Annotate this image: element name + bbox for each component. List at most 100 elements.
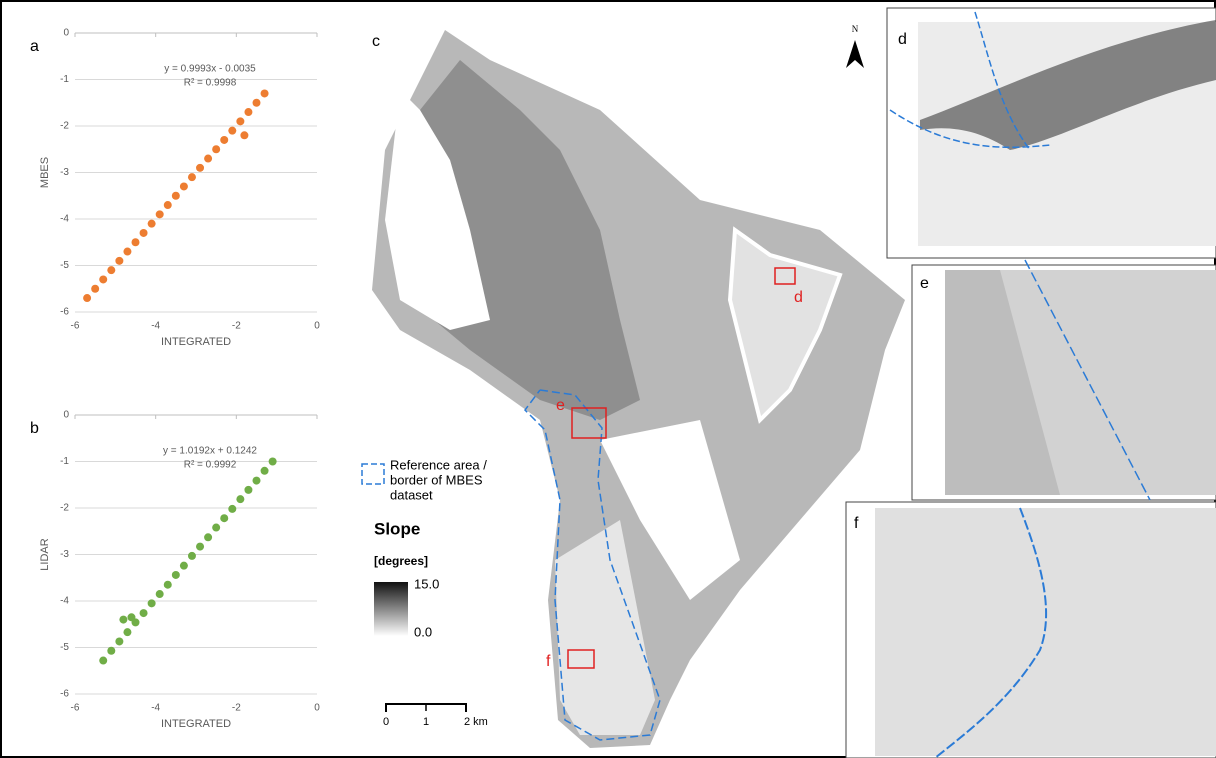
point	[139, 228, 148, 237]
point	[147, 219, 156, 228]
point	[220, 514, 229, 523]
point	[163, 580, 172, 589]
y-tick-label: -3	[60, 167, 69, 178]
point	[187, 551, 196, 560]
point	[99, 656, 108, 665]
y-tick-label: 0	[63, 28, 69, 39]
box-label: e	[556, 397, 565, 414]
point	[196, 542, 205, 551]
point	[115, 637, 124, 646]
point	[212, 523, 221, 532]
point	[228, 126, 237, 135]
y-tick-label: -5	[60, 260, 69, 271]
point	[252, 476, 261, 485]
x-tick-label: -2	[232, 703, 241, 714]
x-tick-label: -2	[232, 321, 241, 332]
point	[147, 599, 156, 608]
y-axis-label: MBES	[39, 157, 51, 188]
inset-image	[875, 508, 1216, 756]
inset-border	[1024, 259, 1151, 501]
point	[155, 590, 164, 599]
y-tick-label: -5	[60, 642, 69, 653]
point	[244, 485, 253, 494]
inset-feature	[920, 20, 1216, 150]
panel-label: e	[920, 275, 929, 292]
box-label: f	[546, 653, 551, 670]
annotation: y = 1.0192x + 0.1242	[163, 446, 257, 457]
north-arrow	[846, 40, 864, 68]
inset-d: d	[886, 7, 1216, 259]
legend-swatch	[361, 463, 385, 485]
panel-label: d	[898, 31, 907, 48]
colorbar-min: 0.0	[414, 624, 432, 639]
point	[107, 266, 116, 275]
colorbar-title: Slope	[374, 519, 420, 538]
inset-border	[889, 11, 1051, 151]
x-tick-label: -4	[151, 703, 160, 714]
map: d e f c N Reference area / border of MBE…	[361, 24, 905, 748]
x-tick-label: -4	[151, 321, 160, 332]
point	[127, 613, 136, 622]
y-tick-label: 0	[63, 410, 69, 421]
y-tick-label: -6	[60, 307, 69, 318]
point	[123, 628, 132, 637]
x-axis-label: INTEGRATED	[161, 718, 231, 730]
box-f	[567, 649, 595, 669]
annotation: R² = 0.9992	[184, 460, 237, 471]
y-tick-label: -4	[60, 214, 69, 225]
point	[260, 89, 269, 98]
inset-e: e	[911, 259, 1216, 501]
y-tick-label: -2	[60, 503, 69, 514]
scalebar-label: 1	[423, 716, 429, 728]
point	[139, 609, 148, 618]
y-axis-label: LIDAR	[39, 538, 51, 570]
point	[212, 145, 221, 154]
reference-border	[524, 389, 661, 741]
point	[115, 256, 124, 265]
south-area	[555, 520, 655, 735]
point	[187, 173, 196, 182]
flat-area	[385, 90, 490, 330]
point	[204, 533, 213, 542]
point	[99, 275, 108, 284]
legend-text: border of MBES	[390, 472, 483, 487]
dense-area	[395, 60, 640, 420]
island-inner	[727, 226, 843, 424]
point	[268, 457, 277, 466]
point	[240, 131, 249, 140]
flat-area-2	[600, 420, 740, 600]
scalebar-label: 0	[383, 716, 389, 728]
point	[91, 284, 100, 293]
colorbar	[374, 582, 408, 636]
panel-label: a	[30, 38, 39, 55]
point	[171, 570, 180, 579]
inset-feature	[945, 270, 1060, 495]
point	[196, 163, 205, 172]
point	[236, 117, 245, 126]
y-tick-label: -1	[60, 456, 69, 467]
y-tick-label: -3	[60, 549, 69, 560]
point	[155, 210, 164, 219]
inset-f: f	[845, 501, 1216, 758]
x-tick-label: 0	[314, 321, 320, 332]
panel-label: f	[854, 515, 859, 532]
panel-label: b	[30, 420, 39, 437]
inset-border	[934, 507, 1048, 758]
point	[179, 561, 188, 570]
y-tick-label: -1	[60, 74, 69, 85]
point	[131, 238, 140, 247]
point	[171, 191, 180, 200]
point	[119, 615, 128, 624]
point	[228, 504, 237, 513]
x-tick-label: -6	[71, 321, 80, 332]
colorbar-unit: [degrees]	[374, 554, 428, 568]
annotation: R² = 0.9998	[184, 78, 237, 89]
panel-label: c	[372, 33, 380, 50]
point	[244, 108, 253, 117]
point	[236, 495, 245, 504]
scalebar-label: 2 km	[464, 716, 488, 728]
box-e	[571, 407, 607, 439]
point	[83, 294, 92, 303]
point	[123, 247, 132, 256]
annotation: y = 0.9993x - 0.0035	[164, 64, 256, 75]
